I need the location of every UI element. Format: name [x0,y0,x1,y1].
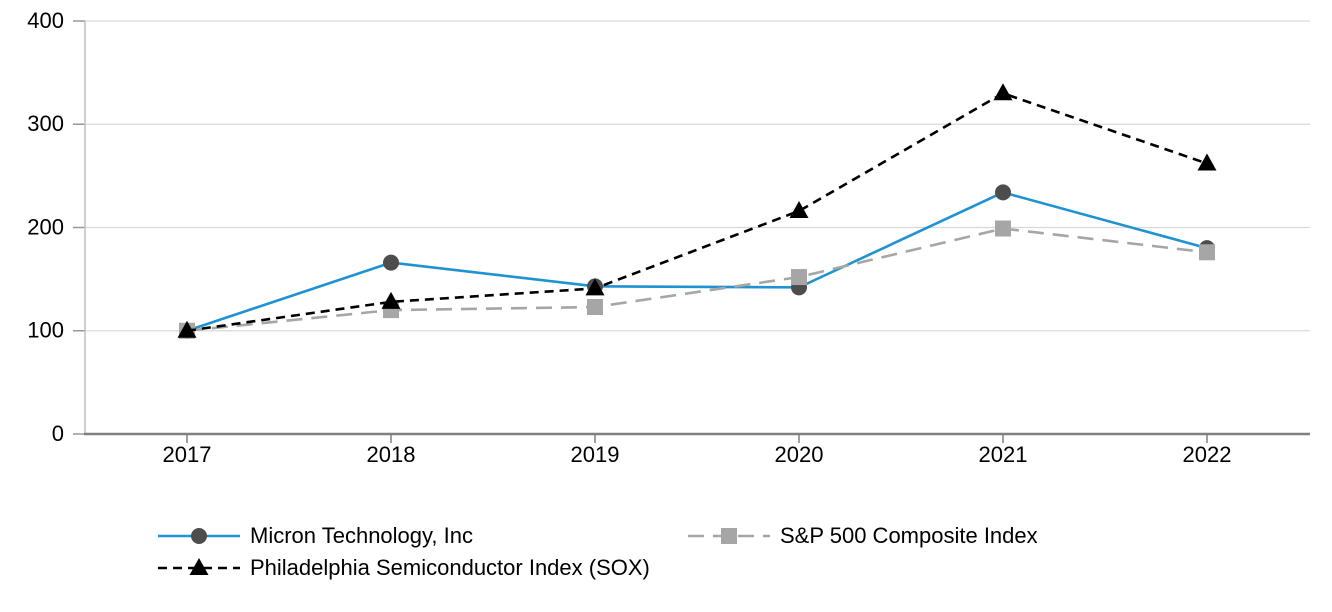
legend-item-sox: Philadelphia Semiconductor Index (SOX) [158,556,650,580]
x-tick-label: 2020 [775,442,824,467]
data-point-0-2018 [383,254,399,271]
legend-swatch-micron [158,528,240,544]
series-line-2 [186,91,1208,333]
legend-item-sp500: S&P 500 Composite Index [688,524,1038,548]
data-point-1-2020 [791,269,807,286]
data-point-2-2020 [789,200,809,218]
x-tick-label: 2022 [1183,442,1232,467]
data-point-2-2017 [177,320,197,338]
data-point-2-2019 [585,278,605,296]
legend-swatch-sp500 [688,528,770,544]
y-tick-label: 100 [27,318,64,343]
chart-plot-area: 0 100 200 300 400 2017 2018 2019 2020 2021 2022 [27,8,1310,467]
legend-marker-square-icon [721,528,737,544]
legend-label-sox: Philadelphia Semiconductor Index (SOX) [250,555,650,580]
series-line-0 [186,191,1208,332]
y-tick-label: 0 [52,421,64,446]
data-point-0-2021 [995,184,1011,201]
y-tick-label: 300 [27,111,64,136]
legend-swatch-sox [158,558,240,575]
legend-marker-triangle-icon [189,558,209,575]
legend-label-sp500: S&P 500 Composite Index [780,523,1038,548]
data-point-2-2018 [381,291,401,309]
y-tick-label: 200 [27,214,64,239]
series-line-1 [186,227,1208,333]
data-point-1-2019 [587,299,603,316]
legend-item-micron: Micron Technology, Inc [158,524,473,548]
x-tick-label: 2019 [571,442,620,467]
legend-label-micron: Micron Technology, Inc [250,523,473,548]
y-tick-label: 400 [27,8,64,33]
x-tick-label: 2021 [979,442,1028,467]
x-tick-label: 2017 [163,442,212,467]
legend-marker-circle-icon [191,528,207,544]
data-point-2-2021 [993,83,1013,101]
data-point-1-2021 [995,220,1011,237]
data-point-2-2022 [1197,153,1217,171]
data-point-1-2022 [1199,244,1215,261]
x-tick-label: 2018 [367,442,416,467]
